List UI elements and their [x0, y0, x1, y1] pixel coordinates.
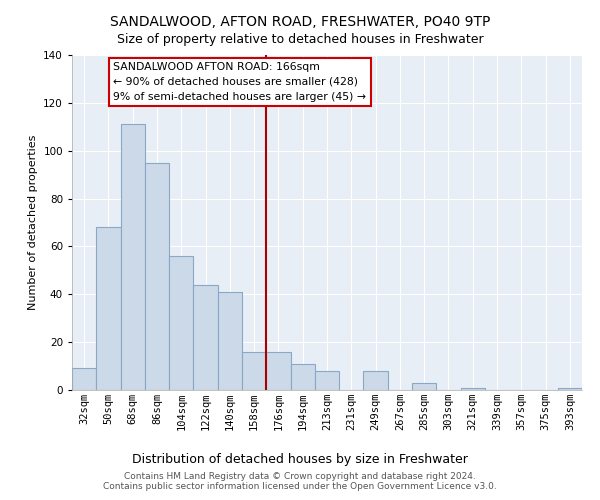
- Bar: [193, 284, 218, 390]
- Bar: [169, 256, 193, 390]
- Bar: [412, 383, 436, 390]
- Text: Size of property relative to detached houses in Freshwater: Size of property relative to detached ho…: [116, 32, 484, 46]
- Y-axis label: Number of detached properties: Number of detached properties: [28, 135, 38, 310]
- Bar: [290, 364, 315, 390]
- Bar: [242, 352, 266, 390]
- Bar: [461, 388, 485, 390]
- Text: SANDALWOOD, AFTON ROAD, FRESHWATER, PO40 9TP: SANDALWOOD, AFTON ROAD, FRESHWATER, PO40…: [110, 15, 490, 29]
- Bar: [121, 124, 145, 390]
- Text: Distribution of detached houses by size in Freshwater: Distribution of detached houses by size …: [132, 452, 468, 466]
- Bar: [145, 162, 169, 390]
- Bar: [72, 368, 96, 390]
- Bar: [364, 371, 388, 390]
- Text: SANDALWOOD AFTON ROAD: 166sqm
← 90% of detached houses are smaller (428)
9% of s: SANDALWOOD AFTON ROAD: 166sqm ← 90% of d…: [113, 62, 366, 102]
- Text: Contains public sector information licensed under the Open Government Licence v3: Contains public sector information licen…: [103, 482, 497, 491]
- Text: Contains HM Land Registry data © Crown copyright and database right 2024.: Contains HM Land Registry data © Crown c…: [124, 472, 476, 481]
- Bar: [315, 371, 339, 390]
- Bar: [266, 352, 290, 390]
- Bar: [218, 292, 242, 390]
- Bar: [96, 228, 121, 390]
- Bar: [558, 388, 582, 390]
